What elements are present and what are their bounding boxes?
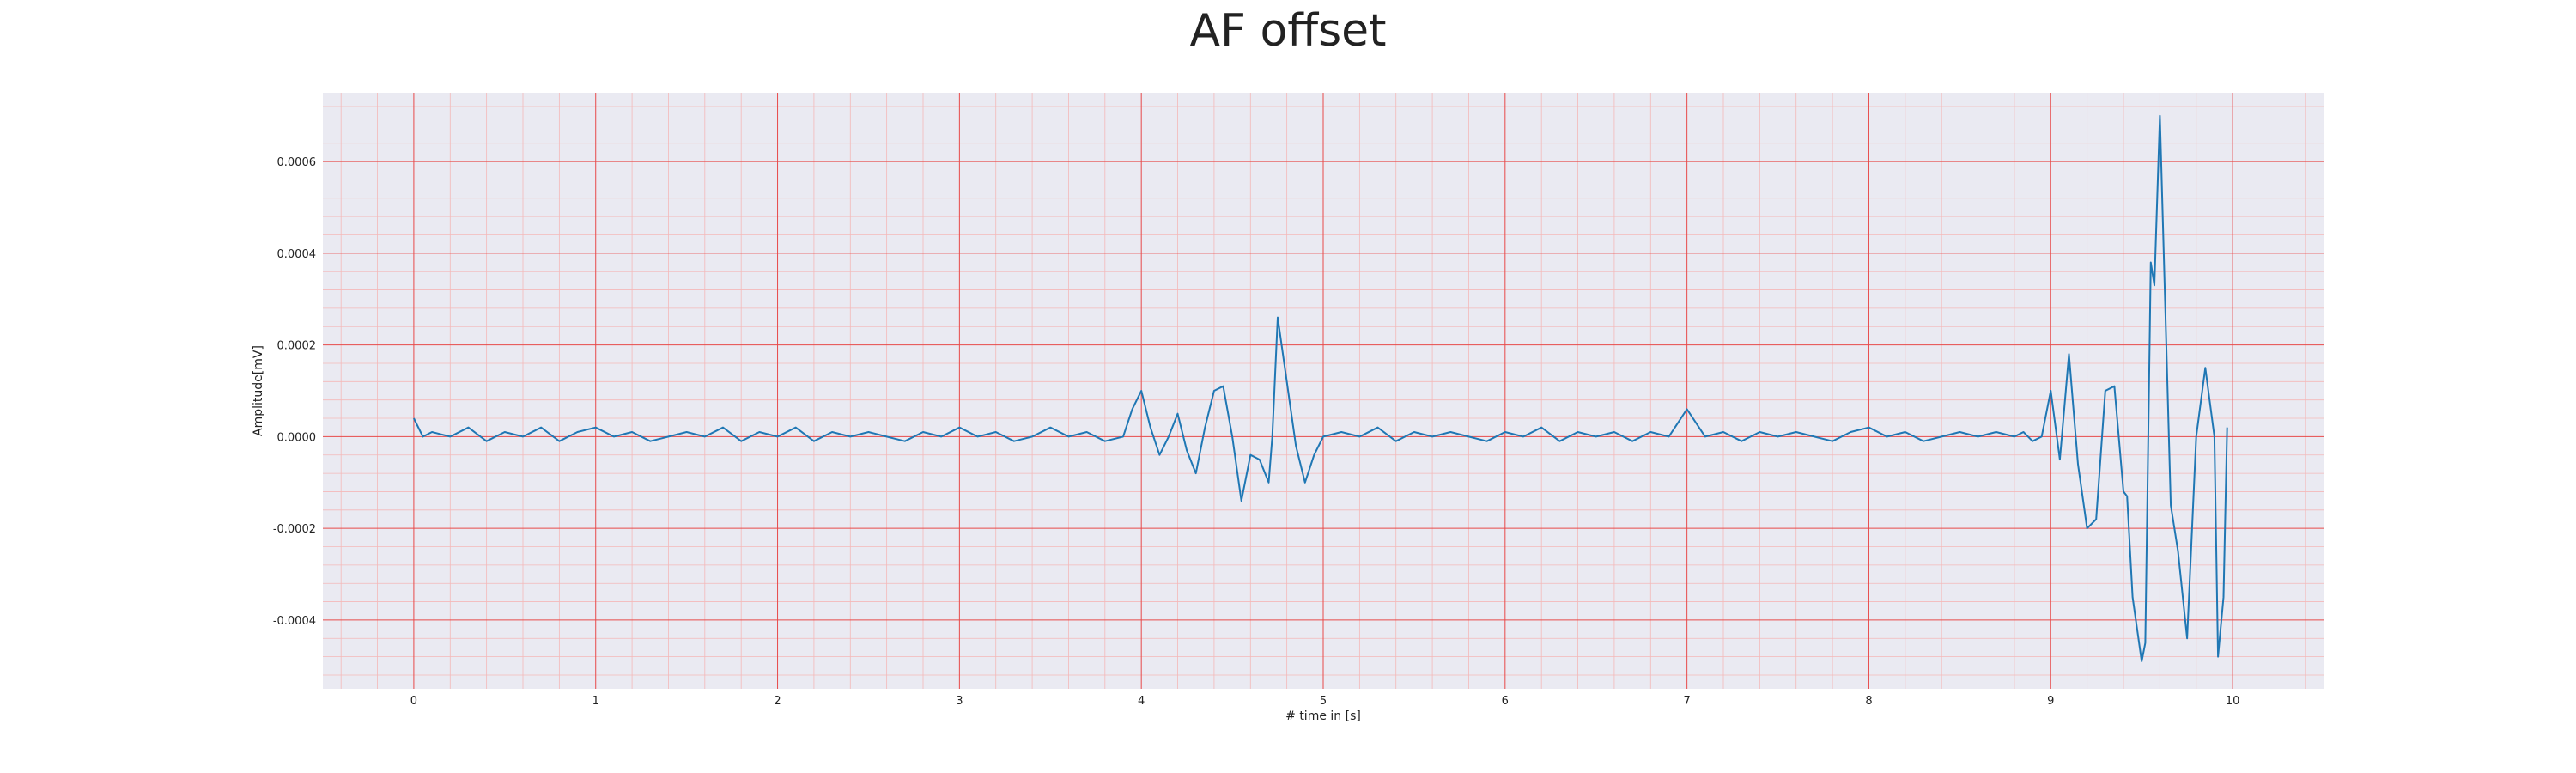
y-tick-labels: -0.0004 -0.0002 0.0000 0.0002 0.0004 0.0006 (273, 156, 316, 628)
series-line (413, 114, 2228, 662)
x-tick-label: 3 (956, 695, 963, 708)
x-axis-label: # time in [s] (1285, 709, 1361, 723)
y-tick-label: 0.0000 (277, 431, 317, 444)
x-tick-label: 7 (1683, 695, 1690, 708)
x-tick-labels: 0 1 2 3 4 5 6 7 8 9 10 (410, 695, 2240, 708)
x-tick-label: 6 (1502, 695, 1509, 708)
x-tick-label: 1 (592, 695, 599, 708)
x-tick-label: 4 (1138, 695, 1145, 708)
x-tick-label: 0 (410, 695, 417, 708)
x-tick-label: 10 (2226, 695, 2240, 708)
y-tick-label: 0.0002 (277, 340, 317, 353)
y-tick-label: -0.0002 (273, 523, 316, 536)
chart-title: AF offset (1189, 5, 1387, 57)
y-tick-label: 0.0006 (277, 156, 317, 169)
series-layer (413, 114, 2228, 662)
y-tick-label: -0.0004 (273, 615, 316, 628)
y-axis-label: Amplitude[mV] (252, 345, 265, 436)
y-tick-label: 0.0004 (277, 248, 317, 261)
x-tick-label: 2 (774, 695, 781, 708)
x-tick-label: 8 (1865, 695, 1872, 708)
x-tick-label: 9 (2047, 695, 2054, 708)
x-tick-label: 5 (1320, 695, 1327, 708)
